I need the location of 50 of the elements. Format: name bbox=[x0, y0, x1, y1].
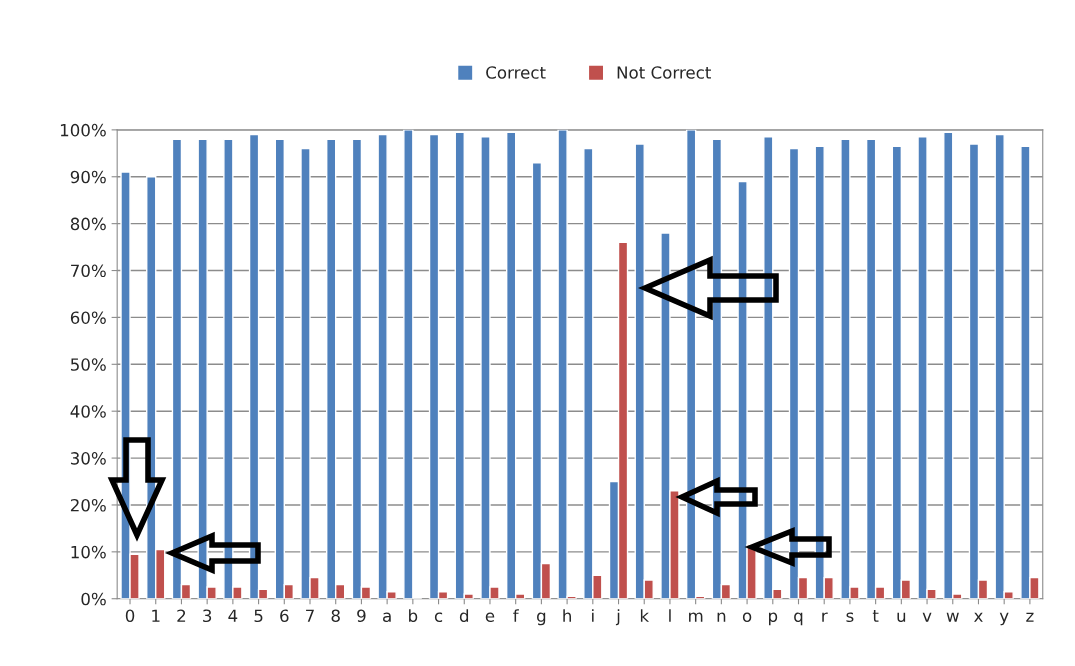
y-tick-label: 70% bbox=[71, 264, 106, 278]
y-tick-label: 0% bbox=[81, 592, 106, 606]
x-tick-label: w bbox=[946, 612, 959, 622]
x-tick-label: 1 bbox=[152, 609, 160, 622]
y-tick-label: 100% bbox=[60, 123, 106, 137]
x-tick-label: q bbox=[794, 612, 803, 626]
x-tick-label: p bbox=[769, 612, 778, 626]
x-tick-label: b bbox=[409, 609, 418, 623]
x-tick-label: n bbox=[717, 612, 726, 622]
x-tick-label: r bbox=[822, 612, 828, 622]
x-tick-label: v bbox=[922, 612, 932, 622]
x-tick-label: 5 bbox=[254, 609, 263, 623]
x-tick-label: a bbox=[383, 612, 391, 623]
legend-label: Correct bbox=[486, 66, 546, 79]
y-tick-label: 40% bbox=[70, 405, 106, 418]
x-tick-label: 3 bbox=[203, 609, 212, 623]
x-tick-label: z bbox=[1026, 612, 1034, 622]
y-tick-label: 10% bbox=[71, 545, 106, 559]
x-tick-label: 8 bbox=[331, 609, 340, 623]
y-tick-label: 60% bbox=[70, 311, 106, 324]
x-tick-label: y bbox=[999, 612, 1009, 626]
legend-label: Not Correct bbox=[617, 66, 711, 79]
x-tick-label: s bbox=[846, 612, 854, 623]
x-tick-label: 6 bbox=[280, 609, 289, 623]
x-tick-label: d bbox=[459, 609, 469, 623]
x-tick-label: h bbox=[563, 609, 571, 622]
x-tick-label: 9 bbox=[357, 609, 366, 623]
x-tick-label: i bbox=[592, 609, 594, 622]
x-tick-label: 4 bbox=[228, 609, 238, 622]
x-tick-label: c bbox=[434, 612, 443, 623]
x-tick-label: m bbox=[689, 612, 703, 622]
x-tick-label: 2 bbox=[177, 609, 186, 622]
bar bbox=[403, 129, 414, 599]
x-tick-label: f bbox=[513, 609, 519, 622]
y-tick-label: 20% bbox=[70, 498, 106, 512]
x-tick-label: 0 bbox=[125, 609, 135, 623]
y-tick-label: 90% bbox=[70, 170, 106, 184]
x-tick-label: o bbox=[742, 612, 752, 623]
x-tick-label: u bbox=[897, 612, 906, 623]
x-tick-label: l bbox=[669, 609, 671, 622]
y-tick-label: 80% bbox=[70, 217, 106, 231]
x-tick-label: g bbox=[537, 612, 546, 626]
y-tick-label: 50% bbox=[71, 358, 106, 371]
x-tick-label: 7 bbox=[306, 609, 314, 622]
x-tick-label: j bbox=[615, 609, 620, 626]
y-tick-label: 30% bbox=[70, 452, 106, 465]
x-tick-label: x bbox=[974, 612, 983, 622]
x-tick-label: k bbox=[640, 609, 650, 622]
x-tick-label: t bbox=[872, 610, 879, 622]
x-tick-label: e bbox=[485, 612, 495, 623]
